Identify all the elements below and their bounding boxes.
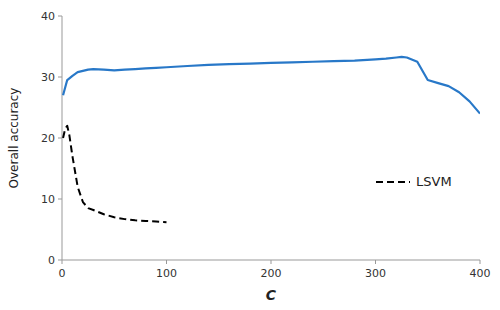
y-tick — [58, 16, 62, 17]
x-tick-label: 400 — [470, 267, 491, 280]
legend-swatch — [376, 181, 410, 183]
x-tick — [62, 260, 63, 264]
series-line — [63, 57, 480, 114]
x-axis-label: C — [266, 287, 277, 303]
x-tick-label: 100 — [156, 267, 177, 280]
legend-label: LSVM — [416, 174, 452, 189]
x-tick-label: 0 — [59, 267, 66, 280]
y-tick-label: 10 — [41, 193, 55, 206]
y-tick-label: 30 — [41, 71, 55, 84]
x-tick — [271, 260, 272, 264]
x-tick — [480, 260, 481, 264]
y-tick — [58, 77, 62, 78]
x-tick-label: 300 — [365, 267, 386, 280]
x-tick — [166, 260, 167, 264]
x-tick-label: 200 — [261, 267, 282, 280]
legend: LSVM — [376, 174, 452, 189]
y-tick-label: 40 — [41, 10, 55, 23]
y-tick — [58, 199, 62, 200]
y-tick — [58, 260, 62, 261]
y-tick-label: 20 — [41, 132, 55, 145]
y-tick — [58, 138, 62, 139]
x-tick — [375, 260, 376, 264]
series-group — [63, 57, 480, 222]
chart: 0 100 200 300 400 0 10 20 30 40 C Overall accuracy L… — [0, 0, 500, 310]
series-line — [63, 126, 166, 222]
y-axis-label: Overall accuracy — [7, 88, 21, 189]
y-tick-label: 0 — [48, 254, 55, 267]
